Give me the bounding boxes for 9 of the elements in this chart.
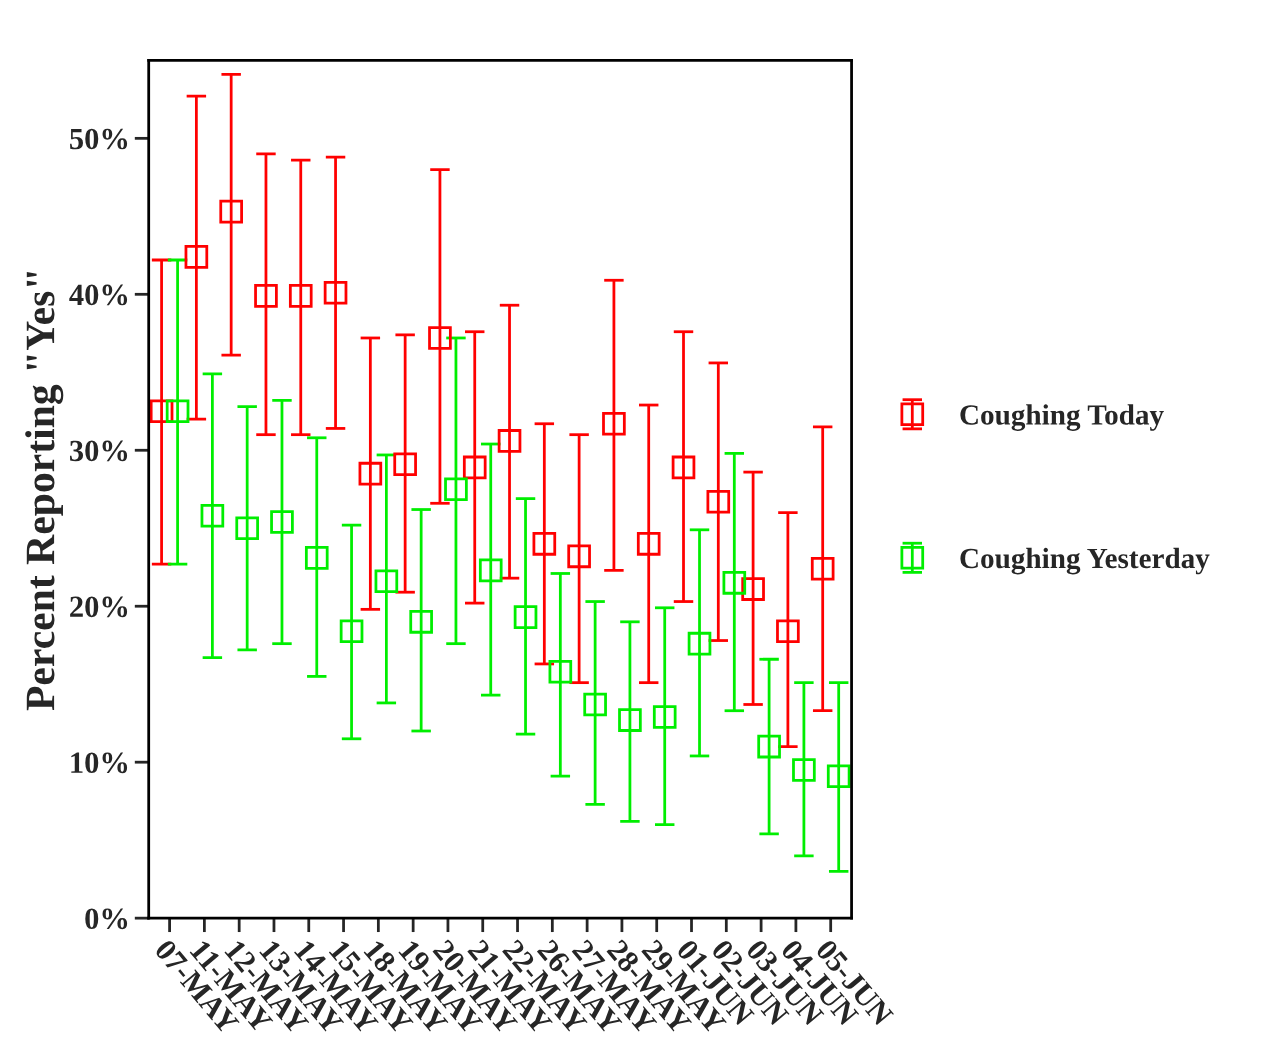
y-tick-label: 20% bbox=[70, 596, 128, 618]
y-tick-label: 50% bbox=[70, 128, 128, 150]
legend-label: Coughing Today bbox=[960, 404, 1164, 431]
y-tick-label: 0% bbox=[85, 908, 128, 930]
y-tick-label: 10% bbox=[71, 752, 128, 774]
legend-label: Coughing Yesterday bbox=[960, 547, 1210, 575]
y-tick-label: 30% bbox=[70, 440, 128, 462]
y-tick-label: 40% bbox=[69, 284, 128, 306]
y-axis-title: Percent Reporting "Yes" bbox=[25, 272, 64, 711]
